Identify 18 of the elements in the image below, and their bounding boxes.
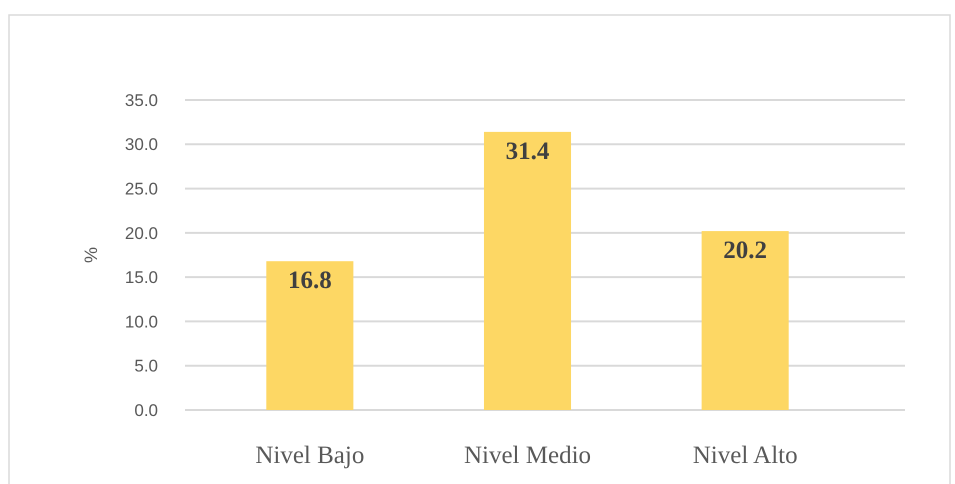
data-label: 20.2	[723, 237, 768, 264]
x-tick-label: Nivel Alto	[692, 442, 798, 469]
y-tick-label: 10.0	[124, 312, 158, 332]
bar	[702, 231, 789, 410]
bar	[484, 132, 572, 410]
y-tick-label: 25.0	[124, 180, 158, 199]
x-tick-label: Nivel Medio	[464, 442, 592, 469]
y-tick-label: 30.0	[124, 135, 158, 154]
x-tick-label: Nivel Bajo	[255, 442, 364, 469]
y-tick-label: 0.0	[134, 400, 158, 420]
y-tick-label: 15.0	[124, 268, 158, 288]
bar	[266, 261, 354, 410]
y-tick-label: 35.0	[124, 90, 158, 110]
data-label: 16.8	[288, 267, 332, 294]
y-tick-label: 20.0	[124, 224, 158, 243]
data-label: 31.4	[506, 138, 550, 165]
y-axis-title: %	[81, 246, 101, 264]
y-tick-label: 5.0	[134, 356, 158, 376]
